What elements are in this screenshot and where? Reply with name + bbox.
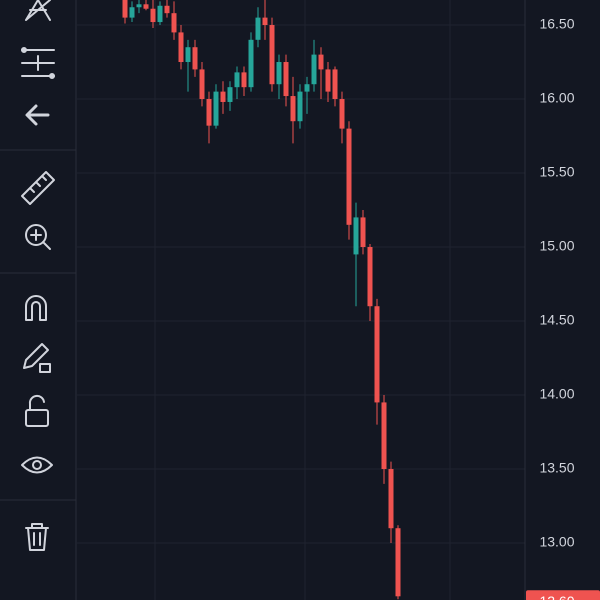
unlock[interactable] xyxy=(25,394,49,427)
candle-body xyxy=(150,8,156,23)
candle-body xyxy=(171,13,177,33)
fib-tool[interactable] xyxy=(21,47,55,79)
candle-body xyxy=(220,91,226,102)
magnet[interactable] xyxy=(25,295,47,321)
candle-body xyxy=(381,402,387,470)
candle-body xyxy=(234,72,240,88)
y-tick-label: 15.50 xyxy=(539,164,574,180)
y-tick-label: 15.00 xyxy=(539,238,574,254)
candle-body xyxy=(129,7,135,18)
y-tick-label: 16.50 xyxy=(539,16,574,32)
toolbar xyxy=(0,0,77,600)
trash[interactable] xyxy=(25,523,49,551)
visibility[interactable] xyxy=(21,456,53,474)
candle-body xyxy=(395,528,401,597)
candle-body xyxy=(255,17,261,40)
candle-body xyxy=(311,54,317,85)
candle-body xyxy=(367,247,373,307)
candle-body xyxy=(290,96,296,122)
candle-body xyxy=(269,25,275,85)
y-tick-label: 16.00 xyxy=(539,90,574,106)
candle-body xyxy=(136,4,142,8)
candle-body xyxy=(185,47,191,63)
y-tick-label: 14.50 xyxy=(539,312,574,328)
candle-body xyxy=(164,5,170,14)
candle-body xyxy=(157,5,163,23)
candle-body xyxy=(143,4,149,9)
candle-body xyxy=(353,217,359,255)
candle-body xyxy=(304,84,310,92)
ruler[interactable] xyxy=(21,171,55,205)
y-tick-label: 14.00 xyxy=(539,386,574,402)
candle-body xyxy=(178,32,184,63)
last-price-label: 12.60 xyxy=(539,593,574,600)
lock-drawings[interactable] xyxy=(23,343,51,373)
candle-body xyxy=(122,0,128,18)
candle-body xyxy=(199,69,205,100)
candle-body xyxy=(276,62,282,85)
candle-body xyxy=(360,217,366,248)
candle-body xyxy=(283,62,289,97)
toolbar-bg xyxy=(0,0,76,600)
candle-body xyxy=(227,87,233,102)
y-tick-label: 13.00 xyxy=(539,534,574,550)
candle-body xyxy=(318,54,324,70)
candle-body xyxy=(241,72,247,88)
candle-body xyxy=(192,47,198,70)
candle-body xyxy=(388,469,394,529)
candle-body xyxy=(339,99,345,129)
price-axis: 16.50 16.00 15.50 15.00 14.50 14.00 13.50 13.00… xyxy=(526,16,600,600)
back-arrow[interactable] xyxy=(25,104,50,126)
plot xyxy=(77,0,525,600)
zoom-in[interactable] xyxy=(25,224,51,250)
candle-body xyxy=(248,39,254,88)
candle-body xyxy=(346,128,352,225)
candle-body xyxy=(297,91,303,122)
candle-body xyxy=(213,91,219,126)
y-tick-label: 13.50 xyxy=(539,460,574,476)
candle-body xyxy=(374,306,380,403)
candle-body xyxy=(325,69,331,92)
candle-body xyxy=(262,17,268,26)
candle-body xyxy=(332,69,338,100)
last-price-box xyxy=(526,590,600,600)
time-grid xyxy=(154,0,451,600)
pattern-tool[interactable] xyxy=(25,0,51,21)
candle-body xyxy=(206,99,212,126)
